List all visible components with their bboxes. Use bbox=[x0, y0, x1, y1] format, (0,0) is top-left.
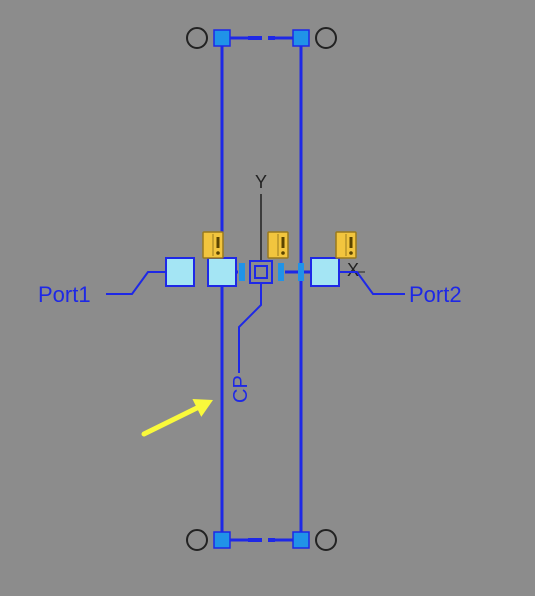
port1-label: Port1 bbox=[38, 282, 91, 307]
warning-marker-3 bbox=[336, 232, 356, 258]
warning-marker-2 bbox=[268, 232, 288, 258]
mid-tick-inner-right bbox=[278, 263, 284, 281]
node-bottom-right[interactable] bbox=[293, 532, 309, 548]
y-axis-label: Y bbox=[255, 172, 267, 192]
node-top-left[interactable] bbox=[214, 30, 230, 46]
mid-tick-inner-left bbox=[239, 263, 245, 281]
cp-label: CP bbox=[230, 375, 252, 403]
x-axis-label: X bbox=[347, 260, 359, 280]
pad-mid-left[interactable] bbox=[208, 258, 236, 286]
port2-label: Port2 bbox=[409, 282, 462, 307]
schematic-canvas: Y X Port1 Port2 CP bbox=[0, 0, 535, 596]
warning-marker-1 bbox=[203, 232, 223, 258]
pad-right[interactable] bbox=[311, 258, 339, 286]
node-bottom-left[interactable] bbox=[214, 532, 230, 548]
pad-left[interactable] bbox=[166, 258, 194, 286]
node-top-right[interactable] bbox=[293, 30, 309, 46]
rail-right-mid-tick bbox=[298, 263, 304, 281]
